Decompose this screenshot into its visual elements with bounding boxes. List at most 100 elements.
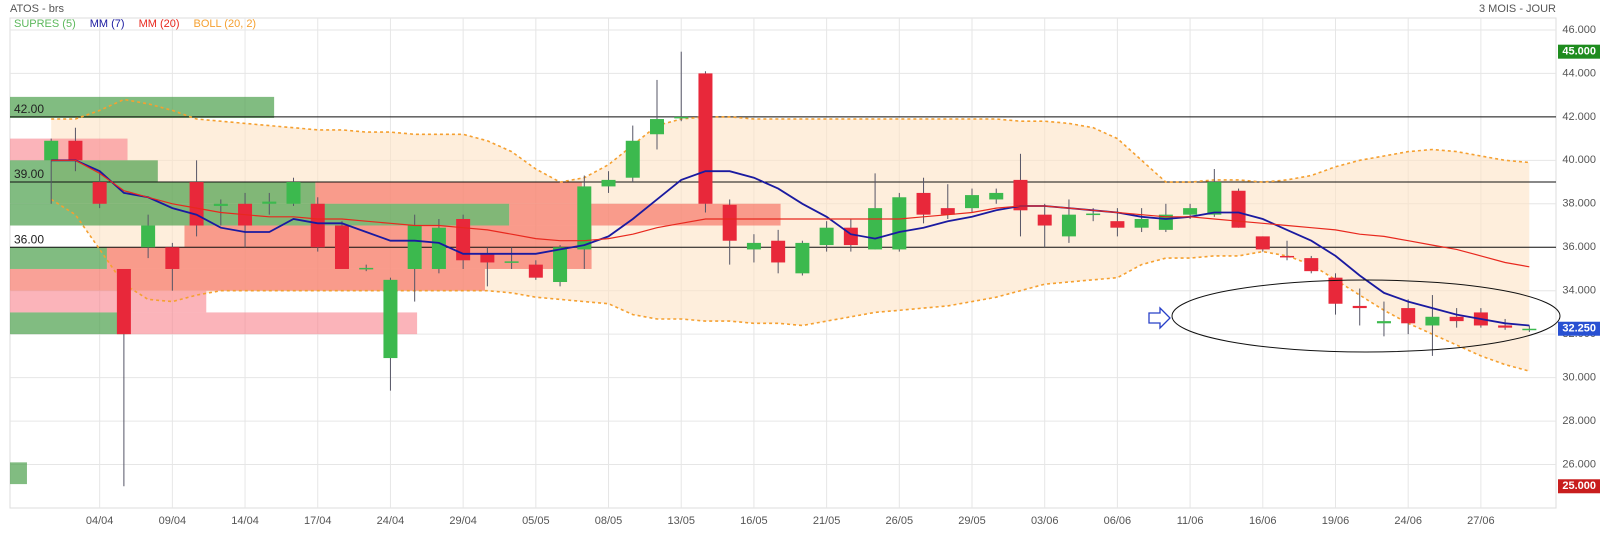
candle-body [1328, 277, 1343, 304]
annotation-ellipse [1171, 279, 1561, 353]
price-marker-label: 25.000 [1562, 480, 1596, 492]
candle-body [553, 247, 568, 283]
level-label: 42.00 [14, 102, 44, 116]
y-tick-label: 36.000 [1562, 241, 1596, 253]
candle-body [1280, 255, 1295, 258]
level-label: 39.00 [14, 167, 44, 181]
candle-body [674, 116, 689, 119]
y-tick-label: 38.000 [1562, 198, 1596, 210]
candle-body [334, 225, 349, 269]
y-tick-label: 34.000 [1562, 285, 1596, 297]
candle-body [165, 247, 180, 269]
candle-body [940, 208, 955, 215]
supres-zone [10, 182, 316, 204]
legend-entry: SUPRES (5) [14, 18, 76, 30]
x-tick-label: 24/06 [1394, 515, 1422, 527]
x-tick-label: 06/06 [1104, 515, 1132, 527]
candle-body [1352, 305, 1367, 309]
candle-body [1110, 221, 1125, 228]
chart-subtitle: 3 MOIS - JOUR [1479, 3, 1556, 15]
candle-body [456, 218, 471, 261]
y-tick-label: 40.000 [1562, 154, 1596, 166]
candle-body [1013, 179, 1028, 211]
x-tick-label: 24/04 [377, 515, 405, 527]
candle-body [1255, 236, 1270, 250]
price-marker [1558, 321, 1600, 336]
y-tick-label: 42.000 [1562, 111, 1596, 123]
candle-body [1037, 214, 1052, 226]
x-tick-label: 14/04 [231, 515, 259, 527]
bollinger-fill [51, 99, 1530, 372]
bollinger-lower [50, 198, 1530, 372]
candle-body [68, 140, 83, 161]
x-tick-label: 21/05 [813, 515, 841, 527]
x-tick-label: 29/04 [449, 515, 477, 527]
supres-zone [509, 203, 781, 226]
candle-body [1449, 316, 1464, 322]
supres-zone [106, 247, 592, 269]
legend-entry: BOLL (20, 2) [194, 18, 257, 30]
candle-body [1183, 208, 1198, 215]
y-tick-label: 28.000 [1562, 415, 1596, 427]
candle-body [1522, 328, 1537, 331]
supres-zone [10, 96, 275, 118]
candle-body [431, 227, 446, 269]
candle-body [795, 242, 810, 274]
candle-body [989, 192, 1004, 200]
candle-body [383, 279, 398, 359]
candle-body [1134, 218, 1149, 228]
candle-body [262, 201, 277, 204]
candle-body [1425, 316, 1440, 326]
x-tick-label: 17/04 [304, 515, 332, 527]
candle-body [189, 182, 204, 226]
candle-body [1207, 182, 1222, 215]
x-tick-label: 16/05 [740, 515, 768, 527]
candle-body [1231, 190, 1246, 228]
candle-body [819, 227, 834, 246]
x-tick-label: 09/04 [159, 515, 187, 527]
y-tick-label: 30.000 [1562, 372, 1596, 384]
candle-body [771, 240, 786, 263]
candle-body [286, 182, 301, 204]
candle-body [141, 225, 156, 248]
x-tick-label: 27/06 [1467, 515, 1495, 527]
y-tick-label: 44.000 [1562, 67, 1596, 79]
supres-zone [184, 225, 592, 248]
candle-body [868, 208, 883, 250]
x-tick-label: 05/05 [522, 515, 550, 527]
candle-body [649, 119, 664, 135]
candle-body [480, 253, 495, 263]
candle-body [116, 268, 131, 335]
candle-body [698, 73, 713, 204]
x-tick-label: 19/06 [1322, 515, 1350, 527]
x-tick-label: 08/05 [595, 515, 623, 527]
candle-body [1498, 325, 1513, 328]
candle-body [1376, 321, 1391, 324]
supres-zone [10, 462, 27, 485]
candle-body [44, 140, 59, 161]
price-marker-label: 45.000 [1562, 46, 1596, 58]
price-marker-label: 32.250 [1562, 323, 1596, 335]
legend-entry: MM (20) [139, 18, 180, 30]
chart-title: ATOS - brs [10, 3, 64, 15]
candle-body [916, 192, 931, 215]
x-tick-label: 13/05 [667, 515, 695, 527]
supres-zone [10, 160, 158, 183]
candle-body [1086, 213, 1101, 216]
bollinger-upper [51, 98, 1530, 183]
candle-body [310, 203, 325, 248]
supres-zone [10, 203, 510, 226]
candle-body [528, 264, 543, 278]
supres-zone [315, 182, 582, 204]
candle-body [625, 140, 640, 178]
supres-zone [10, 268, 485, 291]
candle-body [1061, 214, 1076, 237]
supres-zone [127, 312, 418, 335]
x-tick-label: 03/06 [1031, 515, 1059, 527]
candle-body [407, 225, 422, 269]
moving-average [51, 159, 1530, 327]
x-tick-label: 04/04 [86, 515, 114, 527]
supres-zone [10, 290, 207, 313]
